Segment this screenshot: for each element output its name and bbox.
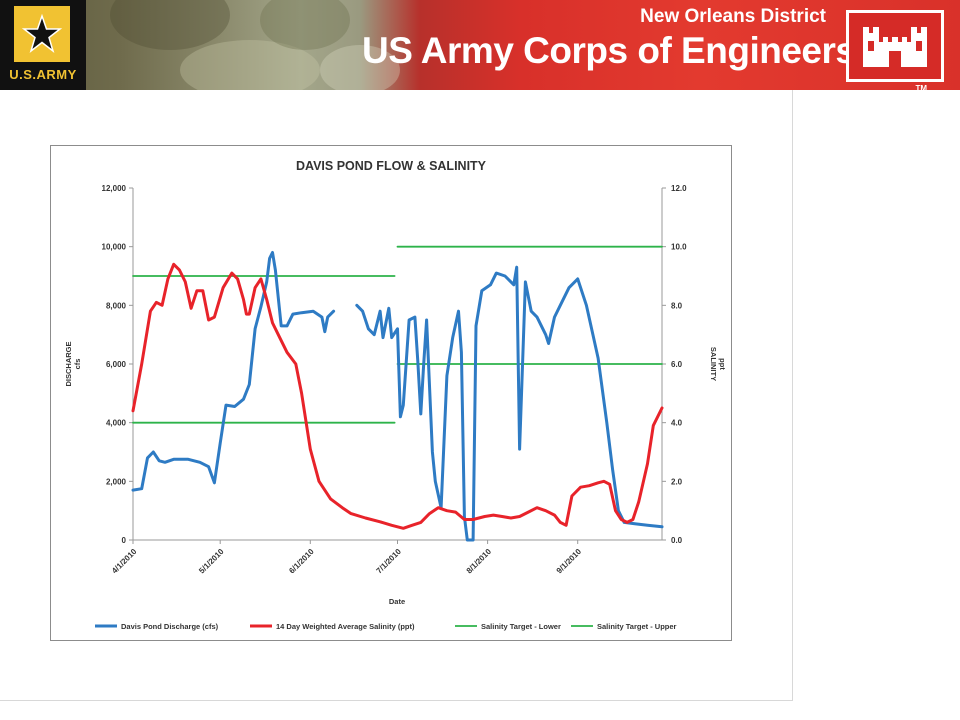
y2-tick-label: 8.0 bbox=[671, 301, 683, 310]
y-tick-label: 10,000 bbox=[102, 243, 127, 252]
left-axis: 0 2,000 4,000 6,000 8,000 10,000 12,000 bbox=[102, 184, 134, 545]
legend-label: Davis Pond Discharge (cfs) bbox=[121, 622, 219, 631]
y-tick-label: 0 bbox=[122, 536, 127, 545]
x-tick-label: 6/1/2010 bbox=[287, 547, 316, 576]
y-tick-label: 2,000 bbox=[106, 477, 127, 486]
army-logo-text: U.S.ARMY bbox=[8, 66, 78, 84]
organization-name: US Army Corps of Engineers bbox=[362, 30, 856, 71]
usace-logo[interactable]: TM bbox=[846, 10, 944, 90]
series-layer bbox=[131, 245, 664, 542]
legend-label: 14 Day Weighted Average Salinity (ppt) bbox=[276, 622, 415, 631]
y-axis-unit: cfs bbox=[73, 359, 82, 370]
right-divider bbox=[792, 90, 793, 700]
header-banner: U.S.ARMY New Orleans District US Army Co… bbox=[0, 0, 960, 90]
y-tick-label: 6,000 bbox=[106, 360, 127, 369]
y2-axis-title: SALINITY bbox=[709, 347, 718, 381]
x-tick-label: 7/1/2010 bbox=[375, 547, 404, 576]
legend-label: Salinity Target - Lower bbox=[481, 622, 561, 631]
y2-tick-label: 4.0 bbox=[671, 419, 683, 428]
y2-tick-label: 10.0 bbox=[671, 243, 687, 252]
series-line-0 bbox=[355, 265, 664, 542]
y-axis-title: DISCHARGE bbox=[64, 341, 73, 386]
trademark: TM bbox=[915, 84, 927, 90]
series-line-0 bbox=[131, 251, 336, 492]
legend-label: Salinity Target - Upper bbox=[597, 622, 677, 631]
y2-axis-unit: ppt bbox=[718, 358, 727, 370]
y2-tick-label: 12.0 bbox=[671, 184, 687, 193]
x-tick-label: 8/1/2010 bbox=[465, 547, 494, 576]
us-army-logo[interactable]: U.S.ARMY bbox=[0, 0, 86, 90]
x-axis-title: Date bbox=[389, 597, 405, 606]
y-tick-label: 8,000 bbox=[106, 301, 127, 310]
district-name: New Orleans District bbox=[640, 6, 826, 27]
y-tick-label: 4,000 bbox=[106, 419, 127, 428]
army-star-icon bbox=[14, 6, 70, 62]
x-tick-label: 9/1/2010 bbox=[555, 547, 584, 576]
bottom-divider bbox=[0, 700, 793, 701]
y-tick-label: 12,000 bbox=[102, 184, 127, 193]
x-axis: 4/1/2010 5/1/2010 6/1/2010 7/1/2010 8/1/2010… bbox=[110, 539, 662, 576]
castle-icon bbox=[863, 27, 927, 67]
x-tick-label: 4/1/2010 bbox=[110, 547, 139, 576]
right-axis: 0.0 2.0 4.0 6.0 8.0 10.0 12.0 bbox=[661, 184, 687, 545]
chart-svg: DAVIS POND FLOW & SALINITY 0 2,000 4,000 6,… bbox=[64, 159, 727, 631]
x-tick-label: 5/1/2010 bbox=[197, 547, 226, 576]
chart-frame: DAVIS POND FLOW & SALINITY 0 2,000 4,000 6,… bbox=[50, 145, 732, 641]
y2-tick-label: 2.0 bbox=[671, 477, 683, 486]
y2-tick-label: 0.0 bbox=[671, 536, 683, 545]
y2-tick-label: 6.0 bbox=[671, 360, 683, 369]
chart-title: DAVIS POND FLOW & SALINITY bbox=[296, 159, 487, 173]
series-line-1 bbox=[131, 262, 664, 530]
chart-legend: Davis Pond Discharge (cfs) 14 Day Weighte… bbox=[95, 622, 677, 631]
